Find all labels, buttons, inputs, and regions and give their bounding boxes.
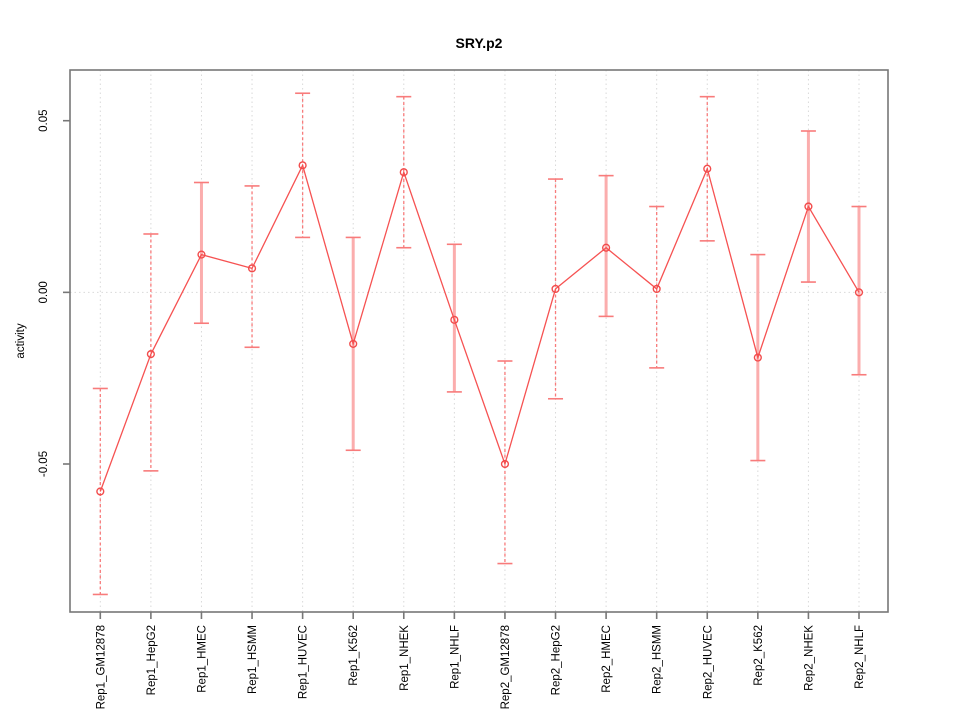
data-point-marker	[601, 243, 611, 252]
y-tick-label: -0.05	[38, 451, 50, 477]
data-point-marker	[146, 350, 155, 359]
y-tick-label: 0.05	[38, 110, 50, 132]
x-tick-label: Rep2_K562	[753, 625, 765, 686]
x-tick-label: Rep2_NHEK	[803, 625, 815, 691]
data-point-marker	[450, 315, 459, 324]
x-tick-label: Rep2_GM12878	[500, 625, 512, 709]
x-tick-label: Rep2_HepG2	[551, 625, 563, 695]
error-bars	[92, 92, 867, 596]
data-point-marker	[298, 161, 307, 170]
x-tick-label: Rep1_HSMM	[247, 625, 259, 694]
x-tick-label: Rep2_HMEC	[601, 625, 613, 693]
data-point-marker	[247, 264, 257, 273]
x-tick-label: Rep1_GM12878	[95, 625, 107, 709]
data-point-marker	[399, 168, 408, 177]
x-tick-label: Rep2_NHLF	[854, 625, 866, 689]
data-point-marker	[500, 459, 510, 469]
data-point-marker	[197, 250, 206, 259]
plot-border	[69, 69, 889, 613]
data-points	[96, 161, 864, 496]
x-tick-label: Rep1_NHLF	[449, 625, 461, 689]
data-point-marker	[652, 284, 661, 294]
x-tick-label: Rep1_HMEC	[196, 625, 208, 693]
data-point-marker	[703, 164, 712, 173]
data-point-marker	[854, 288, 864, 297]
x-tick-label: Rep1_HUVEC	[298, 625, 310, 699]
series-line	[99, 163, 860, 492]
data-point-marker	[804, 202, 813, 211]
x-tick-label: Rep2_HSMM	[652, 625, 664, 694]
plot-box	[69, 69, 889, 613]
data-point-marker	[551, 284, 560, 294]
x-tick-label: Rep1_NHEK	[399, 625, 411, 691]
series-polyline	[99, 163, 860, 492]
axis-ticks	[63, 119, 860, 619]
data-point-marker	[96, 487, 105, 496]
data-point-marker	[349, 339, 358, 348]
y-tick-label: 0.00	[38, 281, 50, 303]
axis-tick-labels: 0.05 0.00 -0.05 Rep1_GM12878 Rep1_HepG2 Rep1_…	[38, 110, 866, 710]
y-axis-title: activity	[15, 323, 27, 358]
data-point-marker	[753, 353, 762, 362]
x-tick-label: Rep1_HepG2	[146, 625, 158, 695]
x-tick-label: Rep1_K562	[348, 625, 360, 686]
chart-title: SRY.p2	[456, 35, 503, 51]
gridlines	[70, 70, 888, 612]
x-tick-label: Rep2_HUVEC	[702, 625, 714, 699]
